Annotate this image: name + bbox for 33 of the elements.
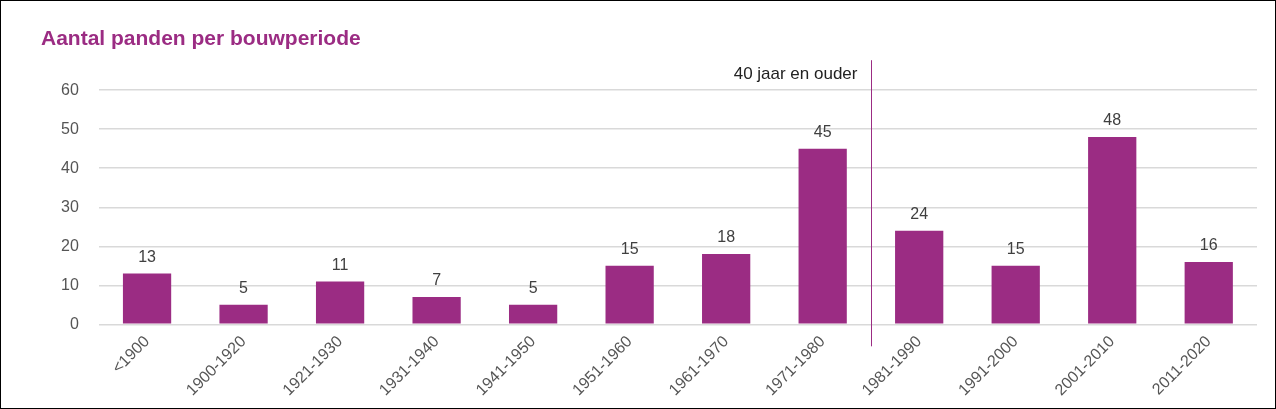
data-label: 7 [432, 271, 442, 289]
bar [412, 297, 461, 324]
bar [991, 265, 1040, 324]
data-label: 16 [1199, 236, 1218, 254]
y-tick-label: 60 [61, 80, 79, 98]
bar [1088, 137, 1137, 324]
data-label: 5 [528, 279, 538, 297]
y-tick-label: 20 [61, 236, 79, 254]
bar [219, 304, 268, 324]
y-tick-label: 40 [61, 158, 79, 176]
bar [315, 281, 365, 324]
bar [1184, 261, 1233, 324]
data-label: 13 [138, 248, 157, 265]
bar [508, 304, 558, 324]
chart-title: Aantal panden per bouwperiode [41, 26, 361, 50]
data-label: 15 [620, 240, 639, 258]
bar [895, 230, 944, 324]
bar [702, 254, 751, 324]
data-label: 48 [1103, 111, 1122, 129]
ref-line-label: 40 jaar en ouder [733, 63, 858, 83]
bar [605, 265, 654, 324]
bar [122, 273, 172, 324]
y-tick-label: 50 [61, 119, 79, 137]
y-tick-label: 0 [69, 314, 79, 332]
data-label: 11 [331, 255, 349, 273]
data-label: 24 [910, 205, 929, 223]
data-label: 45 [813, 123, 832, 141]
data-label: 5 [239, 279, 249, 297]
data-label: 15 [1006, 240, 1025, 258]
y-tick-label: 30 [61, 197, 79, 215]
bar [798, 148, 847, 324]
data-label: 18 [717, 228, 736, 246]
y-tick-label: 10 [61, 275, 79, 293]
